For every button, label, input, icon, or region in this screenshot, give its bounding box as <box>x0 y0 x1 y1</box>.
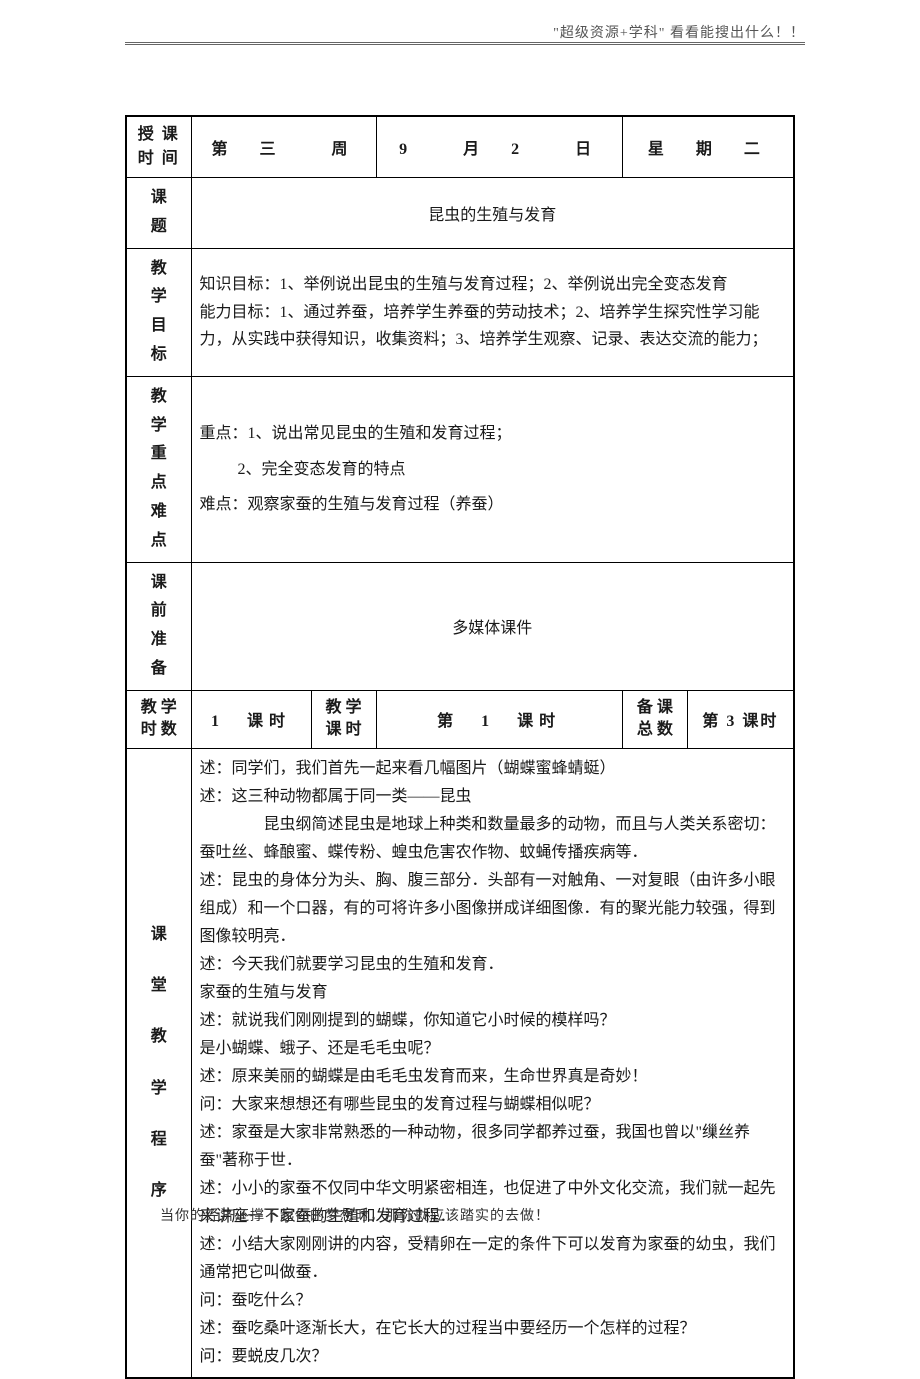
label-char: 课 <box>135 569 183 598</box>
page-header: "超级资源+学科" 看看能搜出什么！！ <box>553 22 805 42</box>
label-char: 点 <box>135 469 183 498</box>
label-char: 目 <box>135 312 183 341</box>
label-char: 难 <box>135 498 183 527</box>
label-char: 标 <box>135 341 183 370</box>
keypoint-line: 2、完全变态发育的特点 <box>200 452 786 487</box>
label-char: 学 <box>135 412 183 441</box>
label-char: 重 <box>135 440 183 469</box>
lesson-plan-table: 授 课 时 间 第 三 周 9 月 2 日 星 期 二 课 题 昆虫的生殖与发育… <box>125 115 795 1379</box>
date-cell: 9 月 2 日 <box>376 116 622 178</box>
page-footer: 当你的经济还撑不起你的梦想时，那你就应该踏实的去做！ <box>160 1205 550 1225</box>
weekday-cell: 星 期 二 <box>622 116 794 178</box>
week-cell: 第 三 周 <box>191 116 376 178</box>
keypoint-line: 重点：1、说出常见昆虫的生殖和发育过程； <box>200 416 786 451</box>
label-char: 堂 <box>135 960 183 1011</box>
label-char: 教 <box>135 1011 183 1062</box>
label-char: 学 <box>135 1063 183 1114</box>
table-row: 授 课 时 间 第 三 周 9 月 2 日 星 期 二 <box>126 116 794 178</box>
keypoints-label: 教 学 重 点 难 点 <box>126 376 191 562</box>
hours-value-1: 1 课时 <box>191 690 311 748</box>
hours-label-3: 备 课 总 数 <box>622 690 687 748</box>
label-char: 教 <box>135 383 183 412</box>
process-content: 述：同学们，我们首先一起来看几幅图片（蝴蝶蜜蜂蜻蜓） 述：这三种动物都属于同一类… <box>191 748 794 1378</box>
time-label: 授 课 时 间 <box>126 116 191 178</box>
hours-label-2: 教 学 课 时 <box>311 690 376 748</box>
prep-label: 课 前 准 备 <box>126 562 191 690</box>
label-char: 课 <box>135 184 183 213</box>
keypoints-content: 重点：1、说出常见昆虫的生殖和发育过程； 2、完全变态发育的特点 难点：观察家蚕… <box>191 376 794 562</box>
goals-content: 知识目标：1、举例说出昆虫的生殖与发育过程；2、举例说出完全变态发育 能力目标：… <box>191 248 794 376</box>
goals-label: 教 学 目 标 <box>126 248 191 376</box>
table-row: 课 堂 教 学 程 序 述：同学们，我们首先一起来看几幅图片（蝴蝶蜜蜂蜻蜓） 述… <box>126 748 794 1378</box>
label-char: 程 <box>135 1114 183 1165</box>
hours-label-1: 教 学 时 数 <box>126 690 191 748</box>
topic-label: 课 题 <box>126 178 191 249</box>
header-underline <box>125 42 805 45</box>
process-label: 课 堂 教 学 程 序 <box>126 748 191 1378</box>
topic-content: 昆虫的生殖与发育 <box>191 178 794 249</box>
label-char: 前 <box>135 597 183 626</box>
label-char: 学 <box>135 283 183 312</box>
hours-value-3: 第 3 课时 <box>687 690 794 748</box>
keypoint-line: 难点：观察家蚕的生殖与发育过程（养蚕） <box>200 487 786 522</box>
label-char: 备 <box>135 655 183 684</box>
table-row: 课 前 准 备 多媒体课件 <box>126 562 794 690</box>
table-row: 教 学 重 点 难 点 重点：1、说出常见昆虫的生殖和发育过程； 2、完全变态发… <box>126 376 794 562</box>
prep-content: 多媒体课件 <box>191 562 794 690</box>
hours-value-2: 第 1 课时 <box>376 690 622 748</box>
label-char: 教 <box>135 255 183 284</box>
table-row: 课 题 昆虫的生殖与发育 <box>126 178 794 249</box>
table-row: 教 学 时 数 1 课时 教 学 课 时 第 1 课时 备 课 总 数 第 3 … <box>126 690 794 748</box>
label-char: 点 <box>135 527 183 556</box>
label-char: 题 <box>135 213 183 242</box>
label-char: 准 <box>135 626 183 655</box>
table-row: 教 学 目 标 知识目标：1、举例说出昆虫的生殖与发育过程；2、举例说出完全变态… <box>126 248 794 376</box>
label-char: 课 <box>135 909 183 960</box>
